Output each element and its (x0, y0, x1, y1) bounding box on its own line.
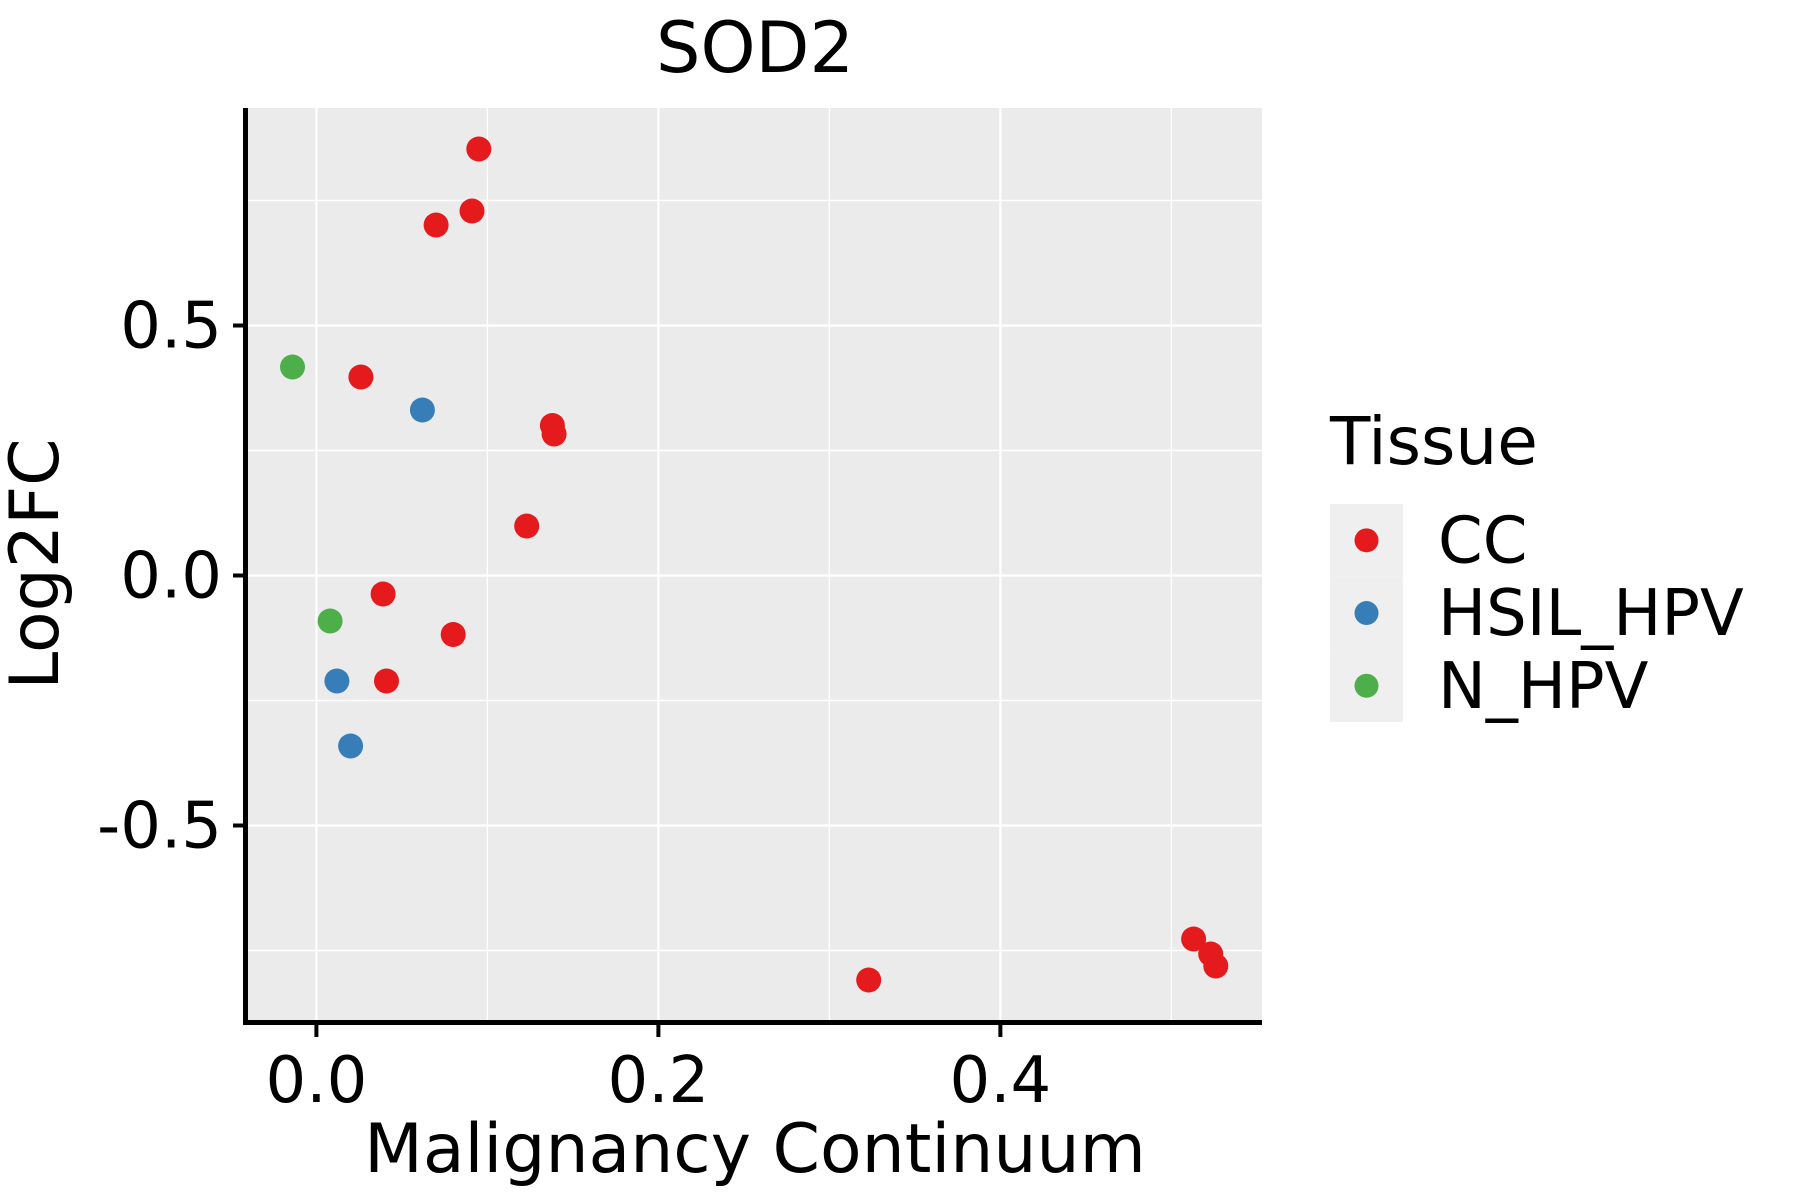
point-hsil-hpv (324, 668, 350, 694)
point-hsil-hpv (409, 397, 435, 423)
y-tick-label: -0.5 (97, 790, 222, 864)
legend-key-dot-cc (1354, 528, 1379, 553)
point-cc (348, 364, 374, 390)
legend-title: Tissue (1329, 403, 1538, 480)
point-cc (1203, 953, 1229, 979)
legend-label-hsil-hpv: HSIL_HPV (1438, 577, 1744, 651)
point-cc (1181, 926, 1207, 952)
gridlines (248, 108, 1262, 1020)
plot-panel (248, 108, 1262, 1020)
point-cc (423, 212, 449, 238)
y-tick-label: 0.5 (120, 290, 222, 364)
point-cc (459, 198, 485, 224)
point-hsil-hpv (338, 733, 364, 759)
x-tick-label: 0.4 (949, 1044, 1051, 1118)
point-n-hpv (280, 354, 305, 380)
data-points (280, 136, 1229, 993)
point-cc (466, 136, 492, 162)
legend-key-dot-hsil-hpv (1354, 601, 1379, 626)
y-axis-title: Log2FC (0, 438, 75, 689)
legend-label-cc: CC (1438, 504, 1527, 578)
point-cc (541, 421, 567, 447)
point-cc (856, 967, 882, 993)
point-n-hpv (317, 608, 343, 634)
legend-entry-n-hpv: N_HPV (1330, 649, 1649, 724)
legend-label-n-hpv: N_HPV (1438, 650, 1649, 724)
plot-title: SOD2 (656, 7, 854, 89)
legend-entry-cc: CC (1330, 504, 1527, 578)
point-cc (374, 668, 399, 694)
y-tick-label: 0.0 (120, 540, 222, 614)
point-cc (514, 513, 540, 539)
axis-ticks: 0.0 0.2 0.4 0.5 0.0 -0.5 (97, 290, 1051, 1119)
point-cc (440, 622, 466, 647)
x-tick-label: 0.0 (266, 1044, 368, 1118)
legend-entry-hsil-hpv: HSIL_HPV (1330, 576, 1744, 651)
point-cc (370, 581, 396, 607)
x-axis-title: Malignancy Continuum (364, 1110, 1146, 1189)
legend-key-dot-n-hpv (1354, 673, 1379, 698)
x-tick-label: 0.2 (607, 1044, 709, 1118)
